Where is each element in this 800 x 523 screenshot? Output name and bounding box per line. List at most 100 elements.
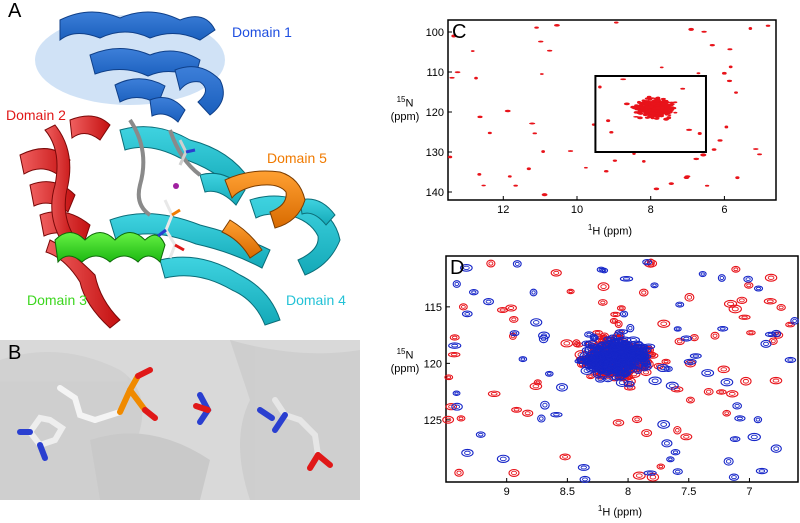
peak-contour [624, 370, 630, 375]
peak-contour [672, 468, 683, 475]
peak-point [487, 131, 492, 135]
peak-contour [644, 260, 650, 264]
peak-contour [703, 387, 714, 396]
peak-point [644, 102, 649, 106]
peak-contour [558, 385, 566, 390]
peak-contour [475, 431, 486, 438]
peak-contour [583, 368, 591, 374]
peak-contour [722, 409, 731, 417]
peak-contour [445, 417, 452, 422]
peak-contour [509, 315, 519, 323]
peak-contour [642, 343, 656, 350]
peak-point [735, 176, 740, 180]
peak-point [649, 111, 654, 115]
y-tick-label: 125 [424, 415, 442, 427]
peak-contour [488, 261, 494, 266]
peak-point [632, 152, 636, 155]
peak-contour [723, 299, 738, 308]
peak-contour [747, 432, 761, 442]
peak-contour [755, 417, 761, 422]
peak-contour [652, 283, 657, 287]
peak-contour [451, 402, 463, 411]
peak-point [606, 119, 611, 123]
peak-contour [750, 434, 758, 440]
peak-contour [740, 376, 752, 386]
peak-point [721, 71, 727, 75]
peak-contour [663, 441, 670, 446]
peak-contour [584, 331, 594, 338]
peak-contour [619, 343, 626, 348]
peak-contour [456, 415, 466, 422]
y-axis-title-d: 15N (ppm) [382, 345, 428, 376]
peak-contour [580, 465, 587, 470]
peak-point [656, 98, 661, 102]
peak-contour [442, 415, 455, 424]
peak-point [663, 109, 668, 111]
peak-point [683, 176, 690, 180]
peak-contour [511, 331, 518, 335]
peak-contour [771, 329, 782, 338]
peak-contour [559, 453, 571, 461]
peak-contour [641, 290, 647, 295]
peak-point [686, 128, 693, 131]
peak-contour [588, 374, 593, 378]
peak-contour [618, 353, 626, 359]
peak-contour [646, 471, 654, 475]
peak-contour [689, 334, 699, 342]
peak-contour [518, 356, 528, 363]
peak-contour [630, 363, 637, 367]
peak-contour [599, 368, 604, 373]
peak-contour [767, 332, 774, 336]
peak-contour [756, 286, 761, 291]
peak-contour [444, 374, 454, 381]
peak-contour [553, 270, 560, 275]
peak-contour [680, 335, 693, 342]
peak-contour [532, 384, 540, 389]
peak-contour [729, 436, 741, 442]
peak-contour [452, 335, 458, 340]
peak-contour [605, 357, 612, 362]
peak-contour [674, 469, 681, 474]
peak-point [661, 102, 666, 106]
panel-b-active-site: B [0, 340, 360, 500]
peak-contour [623, 380, 635, 388]
peak-contour [727, 301, 735, 307]
peak-contour [539, 416, 544, 421]
peak-contour [717, 326, 729, 332]
peak-contour [499, 308, 506, 312]
peak-contour [611, 319, 617, 323]
y-tick-label: 130 [426, 147, 444, 159]
peak-contour [616, 305, 626, 311]
peak-contour [520, 357, 526, 361]
peak-contour [496, 454, 510, 464]
peak-contour [734, 403, 740, 408]
peak-contour [604, 342, 610, 348]
peak-contour [769, 376, 783, 385]
peak-contour [600, 267, 609, 274]
peak-contour [661, 358, 671, 365]
peak-contour [661, 439, 673, 448]
peak-contour [601, 268, 607, 273]
peak-contour [725, 459, 732, 464]
peak-point [529, 122, 536, 125]
peak-point [668, 110, 674, 112]
peak-contour [670, 449, 681, 456]
peak-point [609, 130, 614, 134]
peak-point [636, 100, 642, 104]
peak-contour [616, 321, 621, 327]
peak-contour [686, 360, 694, 364]
peak-contour [680, 433, 693, 441]
domain-2-label: Domain 2 [6, 107, 66, 123]
peak-contour [755, 467, 768, 475]
peak-contour [575, 343, 581, 347]
peak-point [613, 21, 619, 24]
peak-point [664, 113, 669, 116]
peak-contour [611, 374, 625, 381]
peak-contour [546, 372, 552, 376]
peak-contour [531, 290, 536, 295]
spectrum-d-chart: 9 8.5 8 7.5 7 115 120 125 [424, 255, 799, 498]
peak-contour [635, 473, 643, 478]
peak-contour [601, 336, 606, 342]
peak-point [697, 132, 702, 136]
peak-point [724, 125, 729, 129]
